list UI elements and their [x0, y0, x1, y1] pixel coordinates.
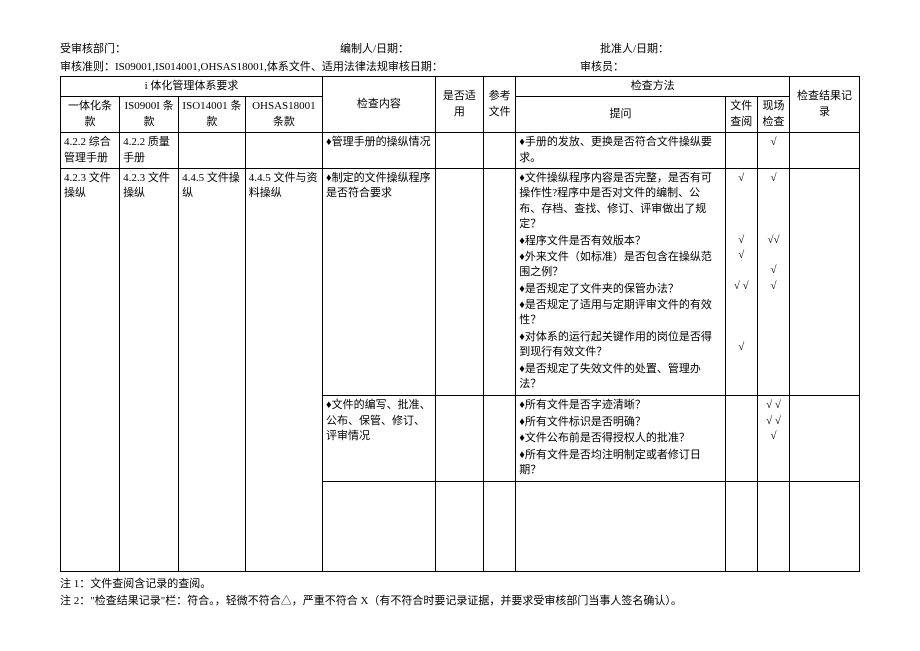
cell-result	[790, 482, 860, 572]
cell-apply	[435, 133, 483, 169]
cell-question: ♦文件操纵程序内容是否完整，是否有可操作性?程序中是否对文件的编制、公布、存档、…	[516, 168, 725, 395]
cell-ref	[484, 396, 516, 482]
cell-integrated: 4.2.3 文件操纵	[61, 168, 120, 571]
q-item: ♦所有文件是否均注明制定或者修订日期？	[519, 448, 721, 479]
notes: 注 1：文件查阅含记录的查阅。 注 2："检查结果记录"栏：符合。，轻微不符合△…	[60, 576, 860, 609]
header-row-1: 受审核部门： 编制人/日期： 批准人/日期：	[60, 40, 860, 56]
cell-ref	[484, 482, 516, 572]
cell-site: √ √ √ √ √	[757, 396, 789, 482]
dept-label: 受审核部门：	[60, 40, 340, 56]
cell-doc	[725, 133, 757, 169]
cell-apply	[435, 168, 483, 395]
approver-label: 批准人/日期：	[600, 40, 669, 56]
th-site: 现场检查	[757, 97, 789, 133]
criteria-label: 审核准则：IS09001,IS014001,OHSAS18001,体系文件、适用…	[60, 58, 580, 74]
cell-content: ♦文件的编写、批准、公布、保管、修订、评审情况	[323, 396, 436, 482]
cell-apply	[435, 482, 483, 572]
cell-question: ♦手册的发放、更换是否符合文件操纵要求。	[516, 133, 725, 169]
cell-iso9001: 4.2.3 文件操纵	[120, 168, 179, 571]
q-item: ♦文件公布前是否得授权人的批准？	[519, 431, 721, 446]
th-ohsas: OHSAS18001 条款	[245, 97, 322, 133]
note-1: 注 1：文件查阅含记录的查阅。	[60, 576, 860, 593]
th-iso9001: IS0900I 条款	[120, 97, 179, 133]
q-item: ♦对体系的运行起关键作用的岗位是否得到现行有效文件？	[519, 330, 721, 361]
cell-site: √	[757, 133, 789, 169]
th-method-group: 检查方法	[516, 77, 790, 97]
cell-ref	[484, 133, 516, 169]
q-item: ♦是否规定了文件夹的保管办法？	[519, 282, 721, 297]
q-item: ♦所有文件是否字迹清晰？	[519, 398, 721, 413]
table-row: 4.2.2 综合管理手册 4.2.2 质量手册 ♦管理手册的操纵情况 ♦手册的发…	[61, 133, 860, 169]
cell-result	[790, 396, 860, 482]
compiler-label: 编制人/日期：	[340, 40, 600, 56]
cell-question: ♦所有文件是否字迹清晰？ ♦所有文件标识是否明确？ ♦文件公布前是否得授权人的批…	[516, 396, 725, 482]
cell-content: ♦制定的文件操纵程序是否符合要求	[323, 168, 436, 395]
cell-question	[516, 482, 725, 572]
cell-doc	[725, 482, 757, 572]
th-integrated: 一体化条款	[61, 97, 120, 133]
th-result: 检查结果记录	[790, 77, 860, 133]
header-row-2: 审核准则：IS09001,IS014001,OHSAS18001,体系文件、适用…	[60, 58, 860, 74]
cell-content	[323, 482, 436, 572]
cell-ohsas: 4.4.5 文件与资料操纵	[245, 168, 322, 571]
th-iso14001: ISO14001 条款	[179, 97, 246, 133]
q-item: ♦程序文件是否有效版本？	[519, 234, 721, 249]
auditor-label: 审核员：	[580, 58, 624, 74]
th-apply: 是否适用	[435, 77, 483, 133]
th-doc: 文件查阅	[725, 97, 757, 133]
cell-iso14001	[179, 133, 246, 169]
audit-table: i 体化管理体系要求 检查内容 是否适用 参考文件 检查方法 检查结果记录 一体…	[60, 76, 860, 572]
table-row: 4.2.3 文件操纵 4.2.3 文件操纵 4.4.5 文件操纵 4.4.5 文…	[61, 168, 860, 395]
q-item: ♦所有文件标识是否明确？	[519, 415, 721, 430]
table-head: i 体化管理体系要求 检查内容 是否适用 参考文件 检查方法 检查结果记录 一体…	[61, 77, 860, 133]
cell-result	[790, 168, 860, 395]
note-2: 注 2："检查结果记录"栏：符合。，轻微不符合△，严重不符合 X（有不符合时要记…	[60, 593, 860, 610]
q-item: ♦是否规定了适用与定期评审文件的有效性？	[519, 298, 721, 329]
cell-ohsas	[245, 133, 322, 169]
q-item: ♦外来文件（如标准）是否包含在操纵范围之例？	[519, 250, 721, 281]
q-item: ♦文件操纵程序内容是否完整，是否有可操作性?程序中是否对文件的编制、公布、存档、…	[519, 171, 721, 233]
cell-iso9001: 4.2.2 质量手册	[120, 133, 179, 169]
cell-result	[790, 133, 860, 169]
cell-doc: √ √ √ √ √ √	[725, 168, 757, 395]
q-item: ♦是否规定了失效文件的处置、管理办法？	[519, 362, 721, 393]
cell-apply	[435, 396, 483, 482]
cell-iso14001: 4.4.5 文件操纵	[179, 168, 246, 571]
th-question: 提问	[516, 97, 725, 133]
cell-doc	[725, 396, 757, 482]
cell-ref	[484, 168, 516, 395]
cell-content: ♦管理手册的操纵情况	[323, 133, 436, 169]
cell-site	[757, 482, 789, 572]
cell-site: √ √√ √ √	[757, 168, 789, 395]
th-sys-group: i 体化管理体系要求	[61, 77, 323, 97]
cell-integrated: 4.2.2 综合管理手册	[61, 133, 120, 169]
th-ref: 参考文件	[484, 77, 516, 133]
th-content: 检查内容	[323, 77, 436, 133]
